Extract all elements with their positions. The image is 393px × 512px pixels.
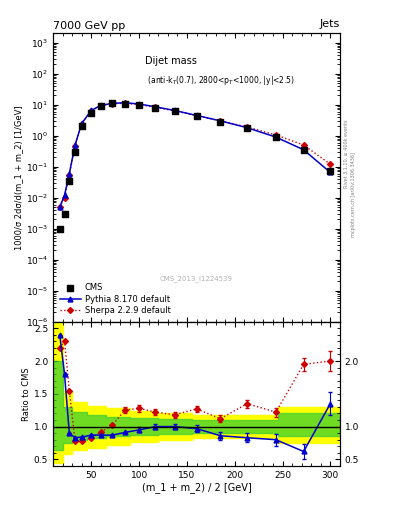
Pythia 8.170 default xyxy=(194,112,199,118)
CMS xyxy=(136,100,142,109)
Sherpa 2.2.9 default xyxy=(123,100,127,106)
Pythia 8.170 default xyxy=(99,102,103,109)
Y-axis label: 1000/σ 2dσ/d(m_1 + m_2) [1/GeV]: 1000/σ 2dσ/d(m_1 + m_2) [1/GeV] xyxy=(14,105,23,250)
Text: mcplots.cern.ch [arXiv:1306.3436]: mcplots.cern.ch [arXiv:1306.3436] xyxy=(351,152,356,237)
Text: (anti-k$_T$(0.7), 2800<p$_T$<1000, |y|<2.5): (anti-k$_T$(0.7), 2800<p$_T$<1000, |y|<2… xyxy=(145,74,295,87)
Text: 7000 GeV pp: 7000 GeV pp xyxy=(53,21,125,31)
Sherpa 2.2.9 default xyxy=(110,100,115,106)
CMS xyxy=(244,124,250,133)
Line: Pythia 8.170 default: Pythia 8.170 default xyxy=(57,100,333,209)
Pythia 8.170 default xyxy=(245,124,250,131)
Pythia 8.170 default xyxy=(301,147,306,153)
Sherpa 2.2.9 default xyxy=(328,161,333,167)
Sherpa 2.2.9 default xyxy=(57,204,62,210)
Sherpa 2.2.9 default xyxy=(79,121,84,127)
CMS xyxy=(98,102,104,110)
Sherpa 2.2.9 default xyxy=(73,142,77,148)
CMS xyxy=(273,133,279,141)
Pythia 8.170 default xyxy=(123,100,127,106)
Pythia 8.170 default xyxy=(67,170,72,177)
Sherpa 2.2.9 default xyxy=(172,108,177,114)
Pythia 8.170 default xyxy=(110,100,115,106)
Y-axis label: Ratio to CMS: Ratio to CMS xyxy=(22,367,31,421)
Text: Rivet 3.1.10, ≥ 400k events: Rivet 3.1.10, ≥ 400k events xyxy=(344,119,349,188)
CMS xyxy=(57,225,63,233)
CMS xyxy=(66,177,72,185)
Pythia 8.170 default xyxy=(73,142,77,148)
Sherpa 2.2.9 default xyxy=(62,195,67,201)
CMS xyxy=(217,118,224,126)
Pythia 8.170 default xyxy=(153,104,158,110)
Sherpa 2.2.9 default xyxy=(67,172,72,178)
Text: Jets: Jets xyxy=(320,19,340,29)
CMS xyxy=(72,148,78,156)
CMS xyxy=(79,122,85,131)
CMS xyxy=(301,146,307,154)
Pythia 8.170 default xyxy=(328,169,333,176)
Sherpa 2.2.9 default xyxy=(218,118,223,124)
Pythia 8.170 default xyxy=(89,108,94,114)
X-axis label: (m_1 + m_2) / 2 [GeV]: (m_1 + m_2) / 2 [GeV] xyxy=(141,482,252,494)
CMS xyxy=(327,167,334,176)
CMS xyxy=(61,210,68,218)
Pythia 8.170 default xyxy=(62,192,67,198)
Pythia 8.170 default xyxy=(57,204,62,210)
CMS xyxy=(171,107,178,115)
Sherpa 2.2.9 default xyxy=(137,101,141,108)
CMS xyxy=(152,103,158,112)
Pythia 8.170 default xyxy=(274,134,278,140)
Pythia 8.170 default xyxy=(218,118,223,124)
Pythia 8.170 default xyxy=(79,120,84,126)
CMS xyxy=(122,100,128,108)
Sherpa 2.2.9 default xyxy=(301,142,306,148)
Sherpa 2.2.9 default xyxy=(194,113,199,119)
CMS xyxy=(88,109,94,117)
Sherpa 2.2.9 default xyxy=(245,124,250,130)
Sherpa 2.2.9 default xyxy=(89,108,94,114)
Line: Sherpa 2.2.9 default: Sherpa 2.2.9 default xyxy=(58,101,332,209)
Pythia 8.170 default xyxy=(172,108,177,114)
CMS xyxy=(193,112,200,120)
Pythia 8.170 default xyxy=(137,101,141,107)
CMS xyxy=(109,99,116,108)
Text: Dijet mass: Dijet mass xyxy=(145,56,197,67)
Text: CMS_2013_I1224539: CMS_2013_I1224539 xyxy=(160,275,233,282)
Sherpa 2.2.9 default xyxy=(274,132,278,138)
Sherpa 2.2.9 default xyxy=(99,102,103,109)
Sherpa 2.2.9 default xyxy=(153,104,158,111)
Legend: CMS, Pythia 8.170 default, Sherpa 2.2.9 default: CMS, Pythia 8.170 default, Sherpa 2.2.9 … xyxy=(57,281,173,317)
